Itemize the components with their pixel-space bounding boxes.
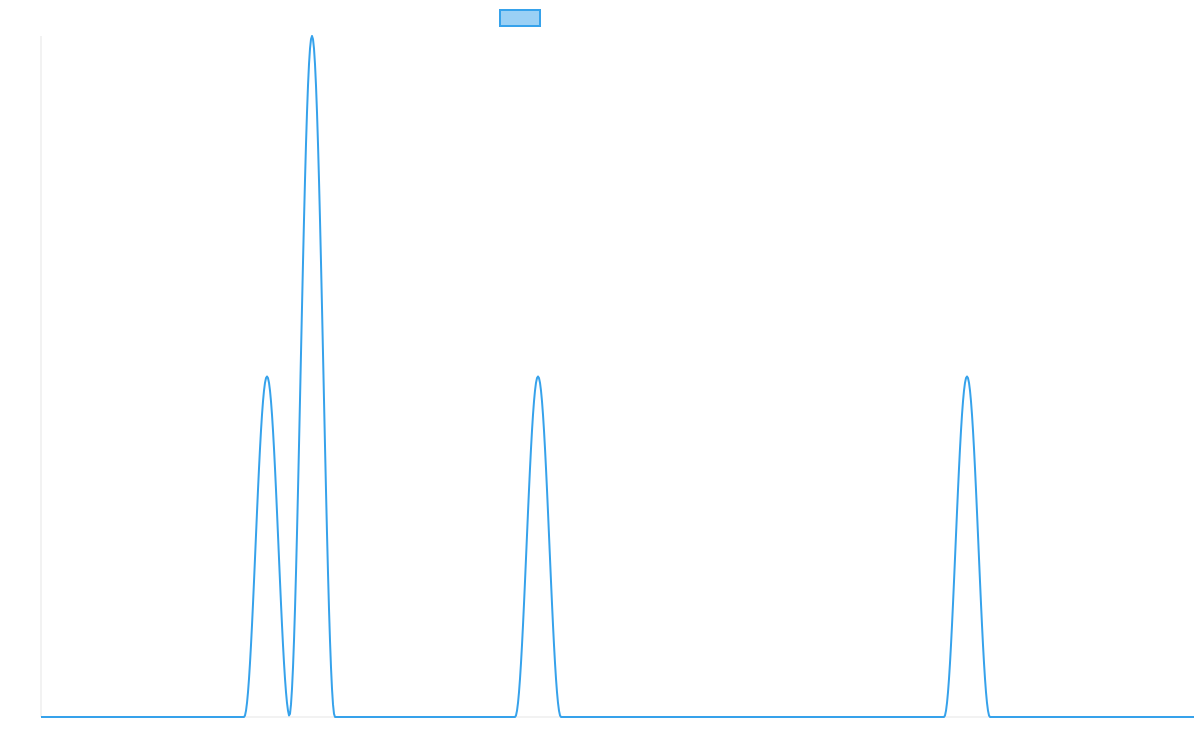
legend-swatch[interactable] bbox=[499, 9, 541, 27]
series-line-0[interactable] bbox=[41, 35, 1194, 718]
